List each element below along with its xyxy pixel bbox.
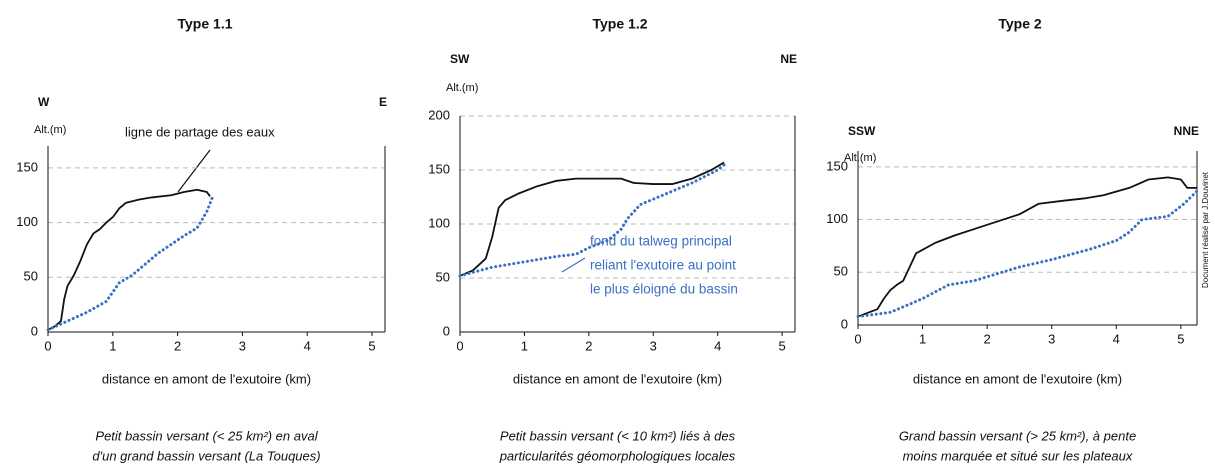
- x-tick-label: 4: [1113, 331, 1120, 346]
- x-tick-label: 2: [984, 331, 991, 346]
- x-axis-label: distance en amont de l'exutoire (km): [102, 371, 311, 386]
- y-tick-label: 50: [436, 269, 450, 284]
- y-tick-label: 150: [428, 161, 450, 176]
- talweg-line: [46, 193, 215, 332]
- talweg-line: [856, 189, 1199, 319]
- divide-line: [459, 161, 725, 277]
- divide-line: [857, 176, 1197, 318]
- x-tick-label: 1: [919, 331, 926, 346]
- x-axis-label: distance en amont de l'exutoire (km): [513, 371, 722, 386]
- chart-title: Type 1.1: [178, 16, 233, 32]
- x-tick-label: 0: [456, 338, 463, 353]
- direction-label: E: [379, 95, 387, 109]
- direction-label: NE: [780, 52, 797, 66]
- chart-title: Type 2: [998, 16, 1042, 32]
- x-tick-label: 3: [239, 338, 246, 353]
- y-tick-label: 150: [16, 159, 38, 174]
- y-tick-label: 0: [443, 323, 450, 338]
- x-tick-label: 3: [1048, 331, 1055, 346]
- annotation-leader: [177, 149, 211, 193]
- x-tick-label: 3: [650, 338, 657, 353]
- credit: Document réalisé par J.Douvinet: [1201, 171, 1210, 288]
- y-tick-label: 50: [834, 264, 848, 279]
- direction-label: SW: [450, 52, 470, 66]
- direction-label: NNE: [1174, 124, 1199, 138]
- caption: Petit bassin versant (< 10 km²) liés à d…: [500, 428, 736, 443]
- y-tick-label: 200: [428, 107, 450, 122]
- x-tick-label: 1: [521, 338, 528, 353]
- annotation: reliant l'exutoire au point: [590, 258, 736, 273]
- direction-label: W: [38, 95, 50, 109]
- divide-line: [47, 188, 211, 331]
- x-tick-label: 2: [174, 338, 181, 353]
- y-tick-label: 100: [16, 214, 38, 229]
- x-tick-label: 4: [714, 338, 721, 353]
- y-axis-label: Alt.(m): [446, 82, 478, 94]
- x-axis-label: distance en amont de l'exutoire (km): [913, 371, 1122, 386]
- x-tick-label: 5: [368, 338, 375, 353]
- direction-label: SSW: [848, 124, 876, 138]
- caption: d'un grand bassin versant (La Touques): [92, 448, 320, 463]
- y-tick-label: 100: [428, 215, 450, 230]
- y-tick-label: 0: [841, 316, 848, 331]
- annotation-leader: [561, 257, 586, 273]
- y-tick-label: 0: [31, 323, 38, 338]
- chart-title: Type 1.2: [593, 16, 648, 32]
- x-tick-label: 0: [44, 338, 51, 353]
- y-tick-label: 150: [826, 158, 848, 173]
- y-tick-label: 50: [24, 269, 38, 284]
- y-tick-label: 100: [826, 211, 848, 226]
- caption: Grand bassin versant (> 25 km²), à pente: [899, 428, 1136, 443]
- caption: Petit bassin versant (< 25 km²) en aval: [95, 428, 318, 443]
- annotation: fond du talweg principal: [590, 234, 732, 249]
- x-tick-label: 0: [854, 331, 861, 346]
- x-tick-label: 2: [585, 338, 592, 353]
- talweg-line: [458, 160, 729, 278]
- annotation: le plus éloigné du bassin: [590, 282, 738, 297]
- caption: moins marquée et situé sur les plateaux: [903, 448, 1133, 463]
- y-axis-label: Alt.(m): [34, 124, 66, 136]
- caption: particularités géomorphologiques locales: [499, 448, 736, 463]
- x-tick-label: 4: [304, 338, 311, 353]
- x-tick-label: 1: [109, 338, 116, 353]
- x-tick-label: 5: [778, 338, 785, 353]
- y-axis-label: Alt.(m): [844, 152, 876, 164]
- annotation: ligne de partage des eaux: [125, 124, 275, 139]
- x-tick-label: 5: [1177, 331, 1184, 346]
